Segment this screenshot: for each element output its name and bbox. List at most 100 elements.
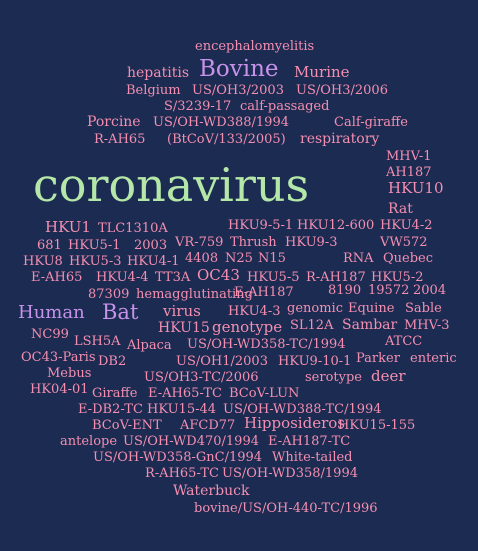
cloud-word: serotype	[305, 370, 362, 385]
cloud-word: OC43	[197, 266, 240, 284]
cloud-word: ATCC	[385, 334, 423, 349]
cloud-word: NC99	[31, 327, 69, 342]
cloud-word: Sable	[405, 301, 442, 316]
cloud-word: White-tailed	[272, 450, 353, 465]
cloud-word: Thrush	[230, 235, 277, 250]
cloud-word: TT3A	[155, 270, 191, 285]
cloud-word: Porcine	[87, 114, 141, 130]
cloud-word: Waterbuck	[173, 483, 250, 499]
cloud-word: VW572	[380, 235, 428, 250]
cloud-word: Belgium	[126, 83, 181, 98]
cloud-word: HKU4-4	[96, 270, 149, 285]
cloud-word: N15	[258, 251, 286, 266]
cloud-word: Mebus	[47, 366, 92, 381]
cloud-word: Parker	[356, 351, 400, 366]
cloud-word: US/OH3/2006	[296, 83, 388, 98]
cloud-word: Alpaca	[127, 338, 172, 353]
cloud-word: BCoV-LUN	[229, 386, 300, 401]
cloud-word: Quebec	[383, 251, 434, 266]
cloud-word: US/OH-WD358/1994	[222, 466, 358, 481]
cloud-word: (BtCoV/133/2005)	[167, 132, 286, 147]
cloud-word: OC43-Paris	[21, 350, 96, 365]
cloud-word: AFCD77	[180, 418, 236, 433]
cloud-word: virus	[163, 302, 201, 320]
cloud-word: US/OH-WD388-TC/1994	[223, 402, 382, 417]
cloud-word: HKU5-5	[247, 270, 300, 285]
cloud-word: R-AH187	[306, 270, 366, 285]
cloud-word: Hipposideros	[244, 414, 345, 432]
cloud-word: Human	[18, 302, 85, 323]
cloud-word: DB2	[98, 354, 127, 369]
cloud-word: US/OH3-TC/2006	[144, 370, 259, 385]
cloud-word: 4408	[185, 251, 219, 266]
cloud-word: genotype	[212, 318, 283, 336]
cloud-word: HKU9-10-1	[278, 354, 352, 369]
cloud-word: HKU15-155	[338, 418, 416, 433]
cloud-word: US/OH3/2003	[192, 83, 284, 98]
cloud-word: HKU4-3	[228, 304, 281, 319]
cloud-word: 2004	[413, 283, 447, 298]
cloud-word: HKU10	[388, 179, 444, 197]
cloud-word: hepatitis	[127, 65, 190, 81]
cloud-word: LSH5A	[74, 334, 121, 349]
cloud-word: MHV-3	[404, 318, 450, 333]
cloud-word: E-AH187-TC	[268, 434, 351, 449]
cloud-word: HKU5-1	[68, 238, 121, 253]
cloud-word: HKU12-600	[297, 218, 375, 233]
cloud-word: RNA	[343, 251, 374, 266]
cloud-word: TLC1310A	[98, 221, 168, 236]
cloud-word: 19572	[368, 283, 410, 298]
cloud-word: HKU15	[158, 320, 210, 336]
cloud-word: US/OH-WD358-TC/1994	[187, 337, 346, 352]
cloud-word: 2003	[134, 238, 168, 253]
cloud-word: hemagglutinating	[136, 287, 253, 302]
cloud-word: 8190	[328, 283, 362, 298]
cloud-word: antelope	[60, 434, 118, 449]
cloud-word: Calf-giraffe	[334, 115, 408, 130]
cloud-word: VR-759	[175, 235, 224, 250]
cloud-word: US/OH-WD470/1994	[123, 434, 259, 449]
cloud-word: respiratory	[300, 131, 380, 147]
cloud-word: E-AH187	[234, 285, 294, 300]
cloud-word: AH187	[386, 165, 432, 180]
cloud-word: E-DB2-TC	[78, 402, 143, 417]
cloud-word: coronavirus	[33, 158, 310, 212]
cloud-word: HKU1	[45, 218, 91, 236]
cloud-word: BCoV-ENT	[92, 418, 162, 433]
cloud-word: Murine	[294, 63, 350, 81]
cloud-word: S/3239-17	[164, 99, 232, 114]
cloud-word: MHV-1	[386, 149, 432, 164]
cloud-word: E-AH65-TC	[148, 386, 222, 401]
cloud-word: HKU4-1	[127, 254, 180, 269]
cloud-word: Sambar	[342, 317, 398, 333]
cloud-word: HK04-01	[30, 382, 89, 397]
cloud-word: HKU8	[23, 254, 63, 269]
cloud-word: E-AH65	[31, 270, 83, 285]
cloud-word: Rat	[388, 201, 413, 217]
cloud-word: R-AH65-TC	[145, 466, 219, 481]
cloud-word: HKU5-2	[371, 270, 424, 285]
cloud-word: encephalomyelitis	[195, 39, 315, 54]
cloud-word: Bovine	[199, 56, 279, 82]
cloud-word: genomic	[287, 301, 343, 316]
cloud-word: HKU4-2	[380, 218, 433, 233]
cloud-word: 87309	[88, 287, 130, 302]
cloud-word: deer	[371, 367, 406, 385]
cloud-word: R-AH65	[94, 132, 146, 147]
cloud-word: HKU15-44	[147, 402, 217, 417]
cloud-word: Bat	[102, 300, 139, 324]
cloud-word: Giraffe	[92, 386, 138, 401]
cloud-word: HKU5-3	[69, 254, 122, 269]
cloud-word: Equine	[348, 301, 395, 316]
cloud-word: US/OH-WD358-GnC/1994	[93, 450, 263, 465]
cloud-word: enteric	[410, 351, 457, 366]
cloud-word: US/OH-WD388/1994	[153, 115, 289, 130]
cloud-word: calf-passaged	[240, 99, 330, 114]
cloud-word: US/OH1/2003	[176, 354, 268, 369]
cloud-word: bovine/US/OH-440-TC/1996	[194, 501, 378, 516]
cloud-word: HKU9-5-1	[228, 218, 294, 233]
cloud-word: N25	[225, 251, 253, 266]
cloud-word: 681	[37, 238, 62, 253]
cloud-word: SL12A	[290, 318, 334, 333]
